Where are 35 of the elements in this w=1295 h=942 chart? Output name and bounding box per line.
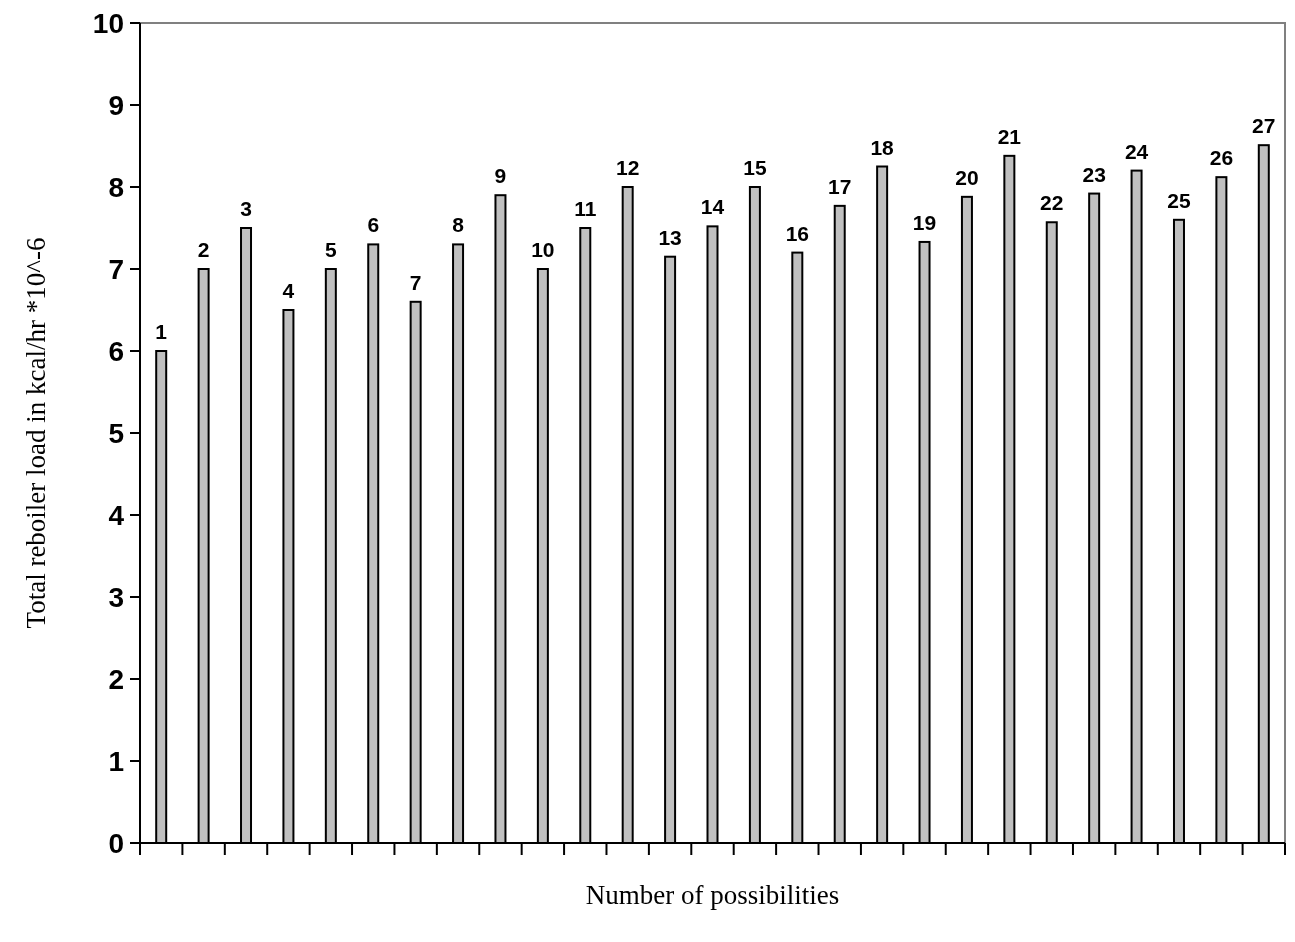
y-tick-label: 1 xyxy=(108,746,124,778)
y-tick-label: 2 xyxy=(108,664,124,696)
x-tick-label: 8 xyxy=(452,213,465,237)
x-tick-label: 3 xyxy=(240,197,252,220)
x-tick-label: 25 xyxy=(1167,188,1191,212)
x-tick-label: 26 xyxy=(1209,146,1234,170)
x-tick-label: 22 xyxy=(1040,191,1064,215)
x-tick-label: 10 xyxy=(531,238,555,261)
x-tick-label: 24 xyxy=(1124,139,1149,163)
y-tick-label: 9 xyxy=(108,90,124,122)
y-tick-label: 5 xyxy=(108,418,124,450)
x-axis-title: Number of possibilities xyxy=(585,880,840,910)
x-tick-label: 14 xyxy=(700,195,725,219)
y-tick-label: 6 xyxy=(108,336,124,368)
y-tick-label: 3 xyxy=(108,582,124,614)
x-tick-label: 19 xyxy=(912,210,937,234)
x-tick-label: 5 xyxy=(324,238,337,261)
x-tick-label: 15 xyxy=(743,156,767,179)
x-tick-label: 17 xyxy=(828,174,852,198)
x-tick-label: 20 xyxy=(955,165,979,189)
x-tick-label: 13 xyxy=(658,225,682,249)
x-tick-label: 18 xyxy=(870,135,895,159)
y-axis-title: Total reboiler load in kcal/hr *10^-6 xyxy=(21,237,51,629)
x-tick-label: 9 xyxy=(494,164,507,188)
y-tick-label: 10 xyxy=(92,8,124,40)
x-tick-label: 12 xyxy=(616,156,640,179)
x-tick-label: 6 xyxy=(367,213,380,237)
x-tick-label: 27 xyxy=(1252,114,1276,138)
x-tick-label: 2 xyxy=(197,238,210,261)
x-tick-label: 23 xyxy=(1082,162,1106,186)
x-tick-label: 11 xyxy=(574,197,597,220)
x-tick-label: 16 xyxy=(785,221,809,245)
y-tick-label: 4 xyxy=(108,500,125,532)
x-tick-label: 21 xyxy=(997,124,1022,148)
y-tick-label: 0 xyxy=(108,828,124,860)
